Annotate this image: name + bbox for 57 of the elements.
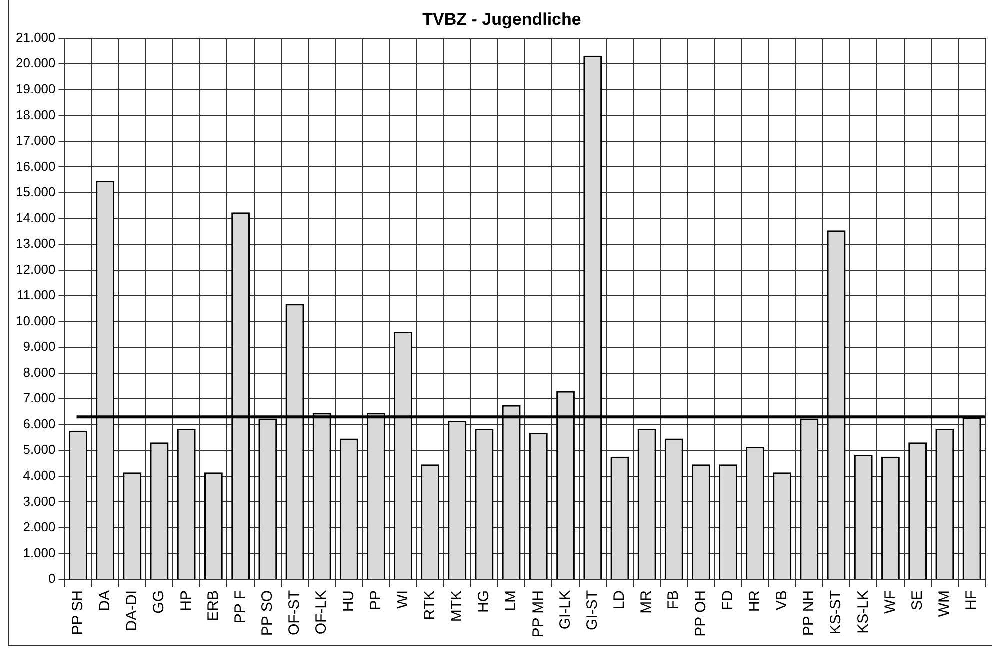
x-tick-label: OF-LK [313,590,330,635]
y-tick-label: 9.000 [23,339,56,354]
y-tick-label: 18.000 [16,107,56,122]
x-tick-label: PP NH [800,590,818,636]
y-tick-label: 20.000 [16,56,56,71]
y-tick-label: 12.000 [16,262,56,277]
x-tick-label: PP OH [692,590,710,637]
x-tick-label: KS-LK [854,590,872,634]
x-tick-label: PP [367,590,384,611]
x-tick-label: LM [502,590,520,612]
y-tick-label: 13.000 [16,236,56,252]
y-tick-label: 10.000 [16,313,56,328]
x-tick-label: RTK [421,590,438,620]
y-tick-label: 6.000 [23,416,56,432]
x-tick-label: HU [340,590,358,612]
x-tick-label: WI [394,590,412,609]
x-tick-label: FB [665,590,682,610]
x-tick-label: GI-ST [584,590,601,630]
y-tick-label: 16.000 [16,158,56,174]
y-tick-label: 1.000 [23,545,56,560]
y-tick-label: 7.000 [23,390,56,406]
y-tick-label: 5.000 [23,442,56,458]
y-tick-label: 8.000 [23,364,56,380]
x-tick-label: VB [774,590,791,611]
x-tick-label: DA-DI [124,590,141,632]
y-tick-label: 14.000 [16,210,56,226]
y-tick-label: 11.000 [16,288,56,303]
x-tick-label: KS-ST [828,590,845,635]
x-tick-label: WF [882,590,899,614]
y-tick-label: 0 [48,571,56,586]
y-tick-label: 21.000 [16,30,56,45]
y-tick-label: 3.000 [23,494,56,509]
x-tick-label: LD [611,590,628,610]
x-tick-label: HG [476,590,493,613]
x-tick-label: HF [963,590,980,610]
x-tick-label: OF-ST [286,590,304,636]
x-tick-label: PP MH [530,590,547,638]
x-tick-label: FD [719,590,736,610]
x-tick-label: GG [150,590,168,614]
x-tick-label: PP SO [259,590,276,636]
y-tick-label: 17.000 [16,133,56,148]
x-tick-label: MTK [448,590,466,622]
y-tick-label: 19.000 [16,82,56,97]
y-tick-label: 4.000 [23,468,56,484]
x-tick-label: WM [936,590,954,618]
x-tick-label: SE [908,590,926,611]
x-tick-label: MR [638,590,656,614]
x-tick-label: PP F [232,590,249,624]
x-tick-label: DA [96,590,114,612]
y-tick-label: 15.000 [16,184,56,200]
chart-title: TVBZ - Jugendliche [422,10,582,29]
x-tick-label: HR [746,590,764,612]
x-tick-label: PP SH [69,590,86,636]
x-tick-label: ERB [204,590,222,622]
y-tick-label: 2.000 [23,520,56,535]
x-tick-label: GI-LK [556,590,574,630]
x-tick-label: HP [178,590,195,612]
